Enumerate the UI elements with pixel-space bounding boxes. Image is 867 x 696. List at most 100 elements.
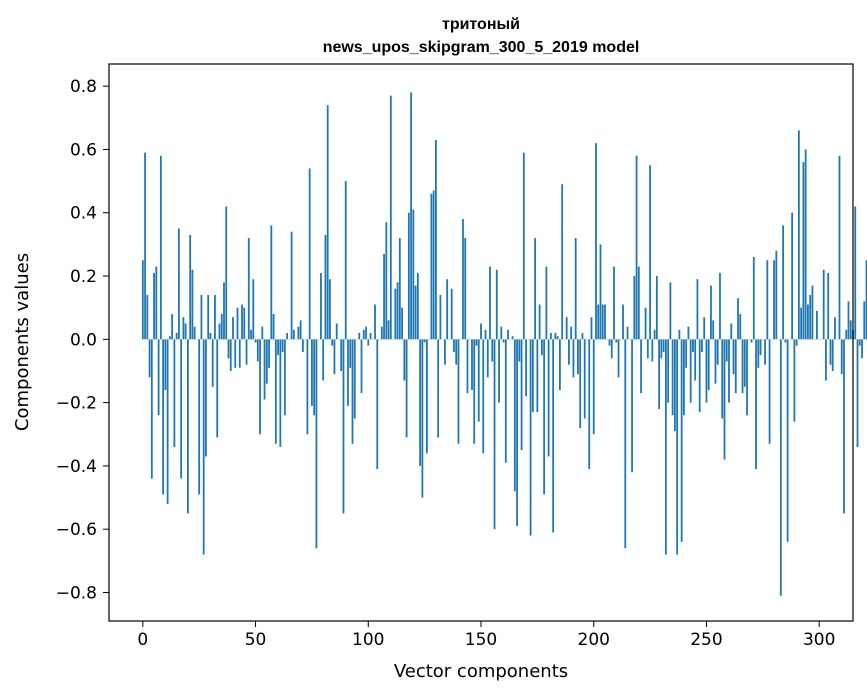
bar-271 [752,257,755,340]
bar-262 [732,339,735,375]
bar-120 [412,209,415,340]
bar-246 [696,279,699,340]
bar-191 [572,339,575,378]
bar-310 [840,339,843,375]
bar-79 [320,272,322,340]
bar-252 [710,285,712,340]
bar-161 [504,339,507,463]
bar-115 [401,307,403,340]
bar-43 [238,339,241,368]
bar-128 [430,193,433,340]
bar-142 [462,219,464,340]
y-tick-label: 0.8 [70,77,97,97]
bar-146 [471,339,473,390]
bar-205 [604,304,606,340]
bar-193 [577,339,579,375]
bar-140 [457,339,460,444]
bar-303 [825,339,827,381]
bar-42 [236,307,239,340]
bar-254 [714,339,717,384]
bar-285 [784,339,787,343]
bar-242 [687,326,690,340]
bar-195 [581,333,584,340]
bar-179 [545,266,548,340]
bar-63 [283,339,286,416]
bar-236 [673,339,676,432]
bar-106 [380,326,383,340]
bar-86 [335,323,338,340]
bar-16 [177,228,180,340]
bar-311 [843,339,845,514]
y-axis-ticks: −0.8 −0.6 −0.4 −0.2 0.0 0.2 0.4 0.6 0.8 [56,77,109,604]
bar-152 [484,329,487,340]
bar-series [141,92,867,596]
bar-80 [322,339,325,381]
bar-151 [482,339,485,454]
bar-235 [671,339,674,416]
bar-148 [475,339,478,346]
bar-268 [746,339,748,416]
bar-19 [184,323,187,340]
plot-frame [108,63,854,622]
bar-20 [187,339,189,514]
chart-subtitle: news_upos_skipgram_300_5_2019 model [323,39,640,56]
bar-312 [845,329,848,340]
bar-126 [425,339,428,454]
x-tick-label: 0 [137,630,148,650]
bar-200 [592,339,595,435]
bar-226 [651,339,654,362]
bar-119 [410,92,413,340]
bar-207 [608,339,611,346]
bar-274 [759,339,762,356]
bar-234 [669,282,672,340]
bar-307 [834,317,836,340]
bar-156 [493,339,496,530]
bar-118 [407,212,410,340]
bar-277 [766,260,769,340]
bar-319 [861,339,863,359]
bar-305 [829,339,832,365]
bar-98 [362,329,365,340]
bar-292 [800,307,803,340]
bar-265 [739,314,742,340]
bar-270 [750,339,753,343]
x-tick-label: 250 [690,630,722,650]
bar-92 [349,339,352,368]
bar-257 [721,339,724,419]
bar-55 [265,339,268,384]
bar-45 [243,307,246,340]
bar-238 [678,329,681,340]
bar-294 [804,149,807,340]
bar-54 [263,339,266,400]
bar-101 [369,333,372,340]
bar-26 [200,295,203,340]
bar-231 [662,339,665,352]
bar-167 [518,339,521,362]
bar-221 [640,339,642,394]
bar-124 [421,339,424,498]
bar-160 [502,339,505,343]
bar-35 [220,314,223,340]
bar-302 [822,269,825,340]
bar-228 [655,276,658,340]
bar-239 [680,339,683,542]
bar-6 [155,266,158,340]
bar-321 [865,260,867,340]
bar-52 [259,339,261,435]
bar-233 [667,339,670,403]
y-tick-label: 0.6 [70,140,97,160]
bar-162 [507,329,509,340]
bar-33 [216,339,219,438]
x-tick-label: 50 [245,630,267,650]
bar-178 [543,339,546,495]
bar-1 [144,152,146,340]
bar-89 [342,339,345,514]
bar-40 [232,317,234,340]
bar-23 [193,326,196,340]
bar-306 [831,339,834,371]
bar-64 [286,333,289,340]
bar-244 [692,339,694,352]
bar-219 [635,155,638,340]
bar-10 [164,339,167,390]
